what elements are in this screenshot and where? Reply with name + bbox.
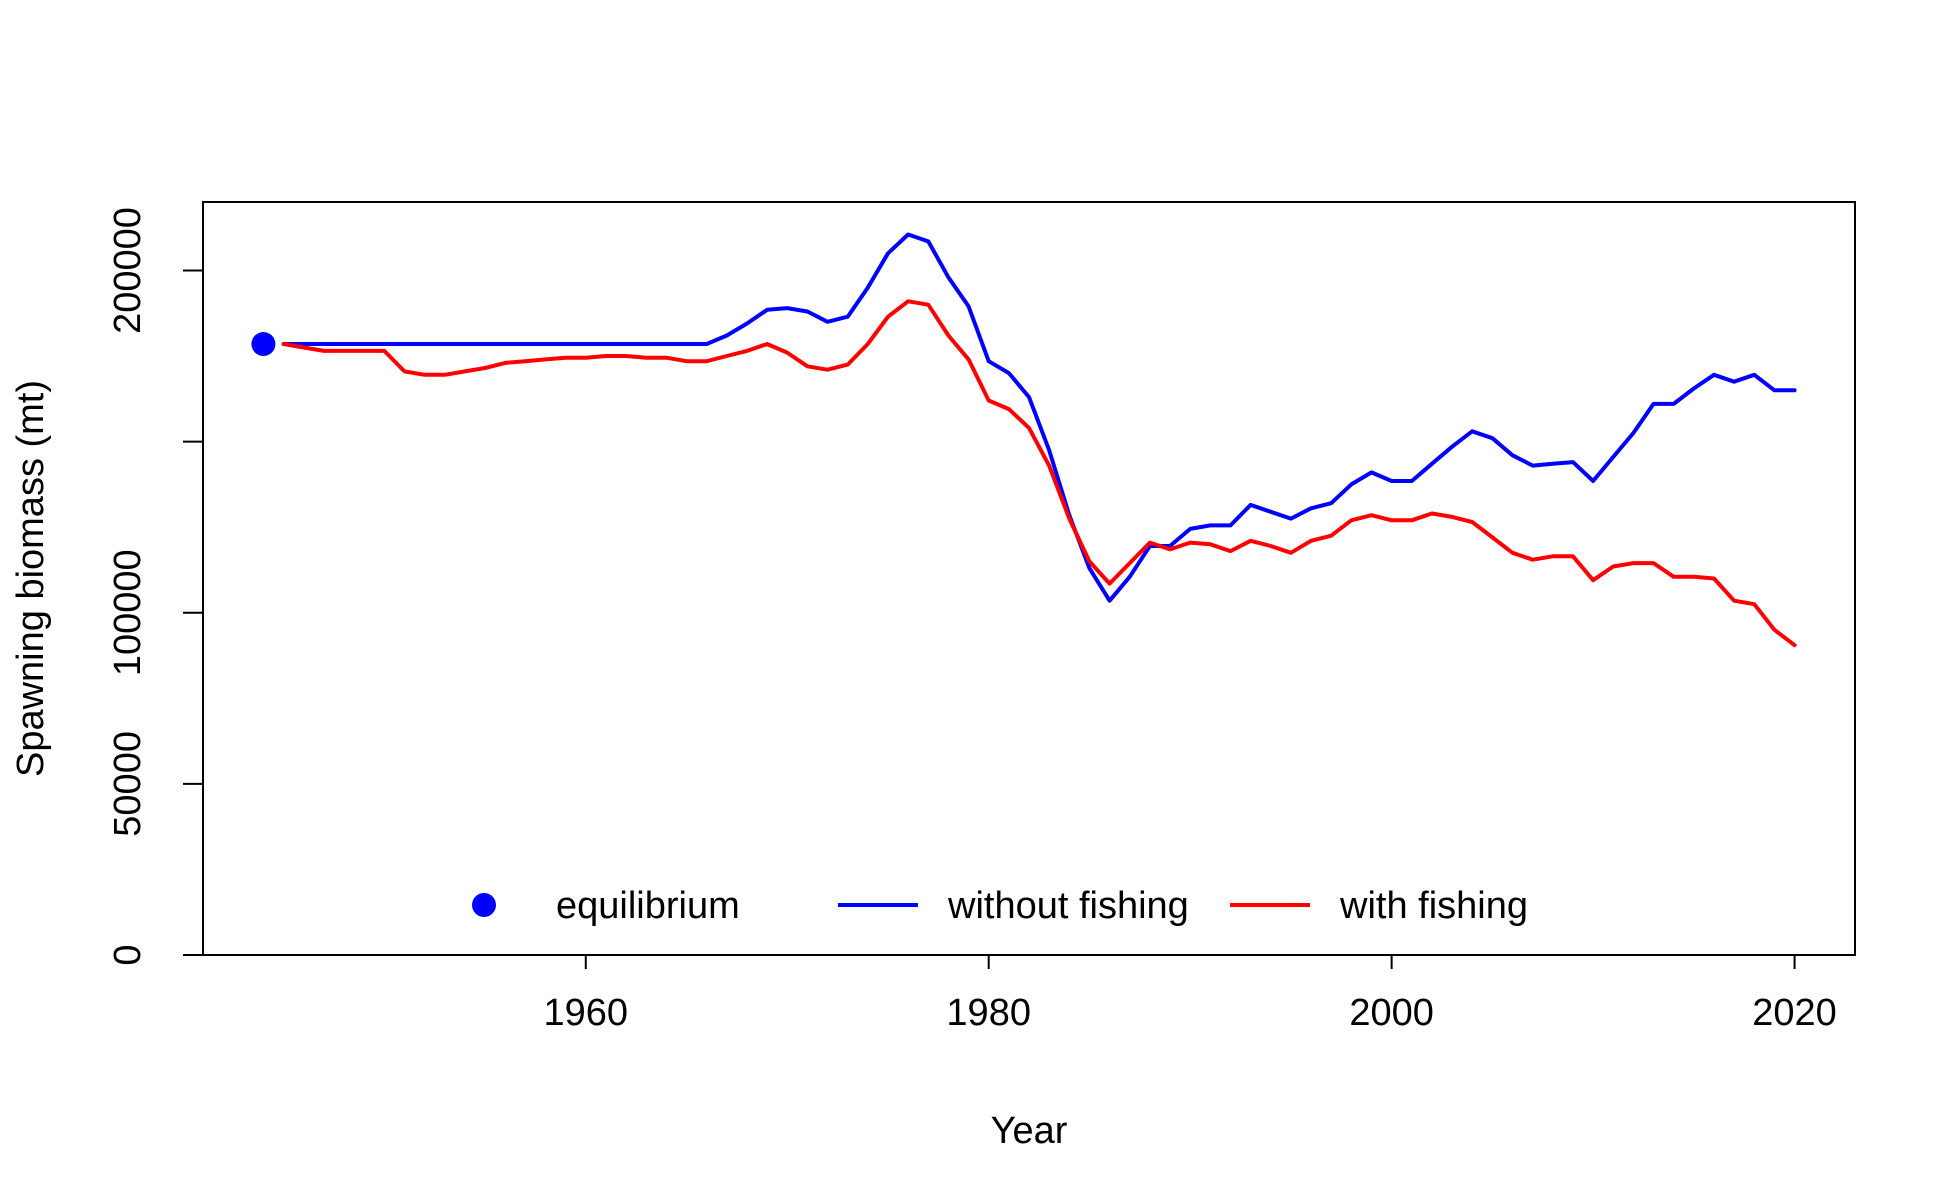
legend-without-fishing-label: without fishing (947, 885, 1189, 927)
legend: equilibrium without fishing with fishing (472, 885, 1528, 927)
series-line-with-fishing (281, 299, 1797, 648)
x-axis-title: Year (991, 1110, 1068, 1152)
series-layer (281, 232, 1797, 648)
legend-equilibrium-label: equilibrium (556, 885, 740, 927)
y-tick-label-0: 0 (107, 944, 149, 965)
x-tick-label-1980: 1980 (946, 992, 1031, 1034)
x-tick-label-2020: 2020 (1752, 992, 1837, 1034)
series-line-without-fishing (281, 232, 1797, 603)
y-tick-label-200000: 200000 (107, 207, 149, 334)
legend-equilibrium-marker (472, 893, 496, 917)
x-tick-label-2000: 2000 (1349, 992, 1434, 1034)
legend-with-fishing-label: with fishing (1339, 885, 1528, 927)
y-axis: 0 50000 100000 200000 (107, 207, 203, 966)
x-axis: 1960 1980 2000 2020 (544, 955, 1837, 1034)
y-tick-label-100000: 100000 (107, 549, 149, 676)
y-tick-label-50000: 50000 (107, 731, 149, 837)
plot-frame (202, 201, 1856, 956)
x-tick-label-1960: 1960 (544, 992, 629, 1034)
point-layer (251, 332, 276, 357)
y-axis-title: Spawning biomass (mt) (10, 380, 52, 777)
equilibrium-point (251, 332, 276, 357)
